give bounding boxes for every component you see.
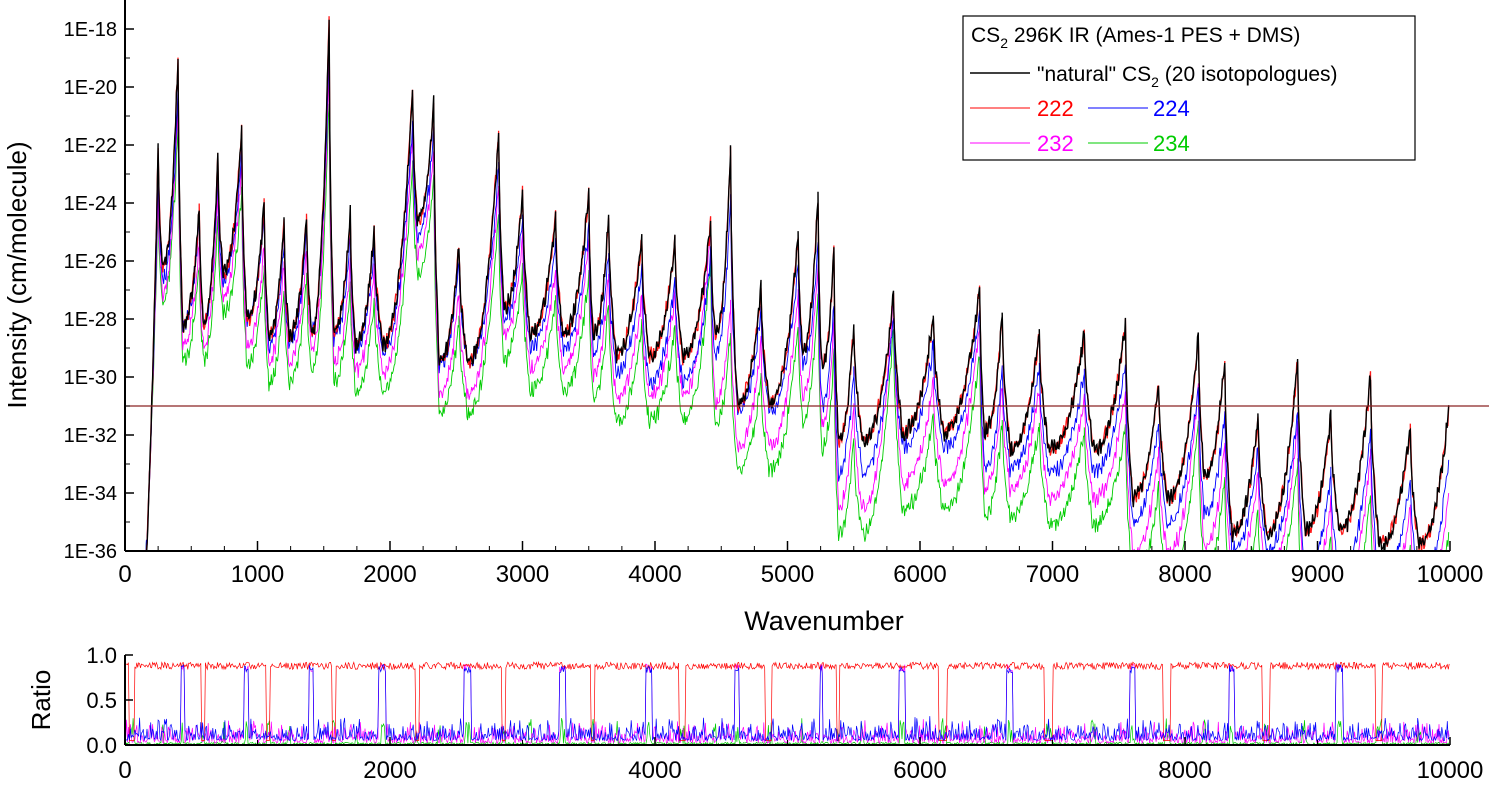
x-tick-label: 5000 bbox=[761, 561, 814, 588]
legend-box bbox=[962, 15, 1416, 161]
series-line-234 bbox=[145, 103, 1450, 551]
x-tick-label: 0 bbox=[118, 561, 131, 588]
x-tick-label: 1000 bbox=[231, 561, 284, 588]
ratio-x-tick-label: 10000 bbox=[1417, 757, 1484, 784]
legend-label-222: 222 bbox=[1037, 96, 1074, 121]
legend-label-234: 234 bbox=[1153, 131, 1190, 156]
y-tick-label: 1E-28 bbox=[64, 309, 117, 331]
ratio-x-tick-label: 4000 bbox=[628, 757, 681, 784]
legend-label-232: 232 bbox=[1037, 131, 1074, 156]
y-tick-label: 1E-34 bbox=[64, 483, 117, 505]
legend: CS2 296K IR (Ames-1 PES + DMS) "natural"… bbox=[962, 15, 1416, 161]
ratio-x-tick-label: 6000 bbox=[893, 757, 946, 784]
y-axis-ticks: 1E-18 1E-20 1E-22 1E-24 1E-26 1E-28 1E-30 1E-32… bbox=[64, 19, 134, 563]
ratio-x-tick-label: 8000 bbox=[1158, 757, 1211, 784]
series-line-natural bbox=[145, 19, 1450, 551]
x-tick-label: 8000 bbox=[1158, 561, 1211, 588]
x-tick-label: 2000 bbox=[363, 561, 416, 588]
x-axis-ticks: 0 1000 2000 3000 4000 5000 6000 7000 8000 9000 100… bbox=[118, 541, 1483, 588]
y-tick-label: 1E-30 bbox=[64, 367, 117, 389]
legend-label-224: 224 bbox=[1153, 96, 1190, 121]
x-tick-label: 4000 bbox=[628, 561, 681, 588]
ratio-x-tick-label: 0 bbox=[118, 757, 131, 784]
ratio-y-axis-ticks: 0.0 0.5 1.0 bbox=[86, 643, 133, 758]
ratio-y-axis-label: Ratio bbox=[26, 670, 56, 731]
ratio-x-axis-ticks: 0 2000 4000 6000 8000 10000 bbox=[118, 737, 1483, 784]
ratio-line-222 bbox=[125, 660, 1450, 741]
ratio-x-tick-label: 2000 bbox=[363, 757, 416, 784]
intensity-series-group bbox=[145, 16, 1450, 551]
x-tick-label: 10000 bbox=[1417, 561, 1484, 588]
y-tick-label: 1E-22 bbox=[64, 135, 117, 157]
y-tick-label: 1E-26 bbox=[64, 251, 117, 273]
ratio-y-tick-label: 0.5 bbox=[86, 688, 117, 713]
y-tick-label: 1E-18 bbox=[64, 19, 117, 41]
ratio-line-224 bbox=[125, 663, 1450, 742]
y-tick-label: 1E-36 bbox=[64, 541, 117, 563]
y-tick-label: 1E-20 bbox=[64, 77, 117, 99]
y-tick-label: 1E-32 bbox=[64, 425, 117, 447]
legend-title: CS2 296K IR (Ames-1 PES + DMS) bbox=[971, 24, 1300, 51]
legend-label-natural: "natural" CS2 (20 isotopologues) bbox=[1037, 63, 1338, 90]
series-line-232 bbox=[145, 72, 1450, 551]
x-axis-label: Wavenumber bbox=[744, 606, 904, 636]
intensity-panel: 1E-18 1E-20 1E-22 1E-24 1E-26 1E-28 1E-30 1E-32… bbox=[2, 0, 1489, 636]
x-tick-label: 9000 bbox=[1291, 561, 1344, 588]
ratio-panel: 0.0 0.5 1.0 0 2000 4000 6000 8000 10000 Ratio bbox=[26, 643, 1483, 784]
y-tick-label: 1E-24 bbox=[64, 193, 117, 215]
y-axis-label: Intensity (cm/molecule) bbox=[2, 141, 32, 408]
ratio-y-tick-label: 1.0 bbox=[86, 643, 117, 668]
x-tick-label: 7000 bbox=[1026, 561, 1079, 588]
x-tick-label: 6000 bbox=[893, 561, 946, 588]
x-tick-label: 3000 bbox=[496, 561, 549, 588]
ratio-y-tick-label: 0.0 bbox=[86, 733, 117, 758]
